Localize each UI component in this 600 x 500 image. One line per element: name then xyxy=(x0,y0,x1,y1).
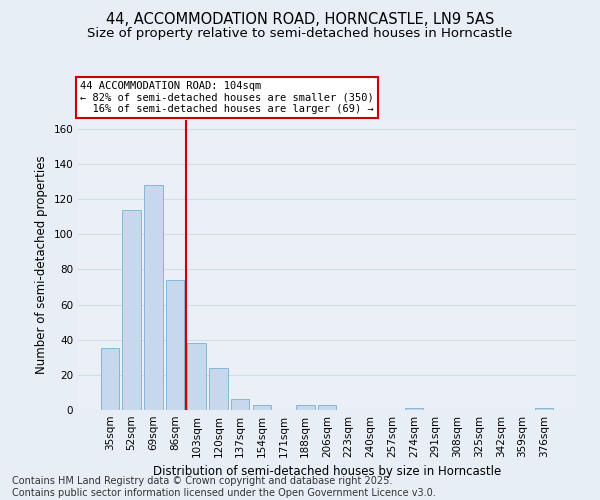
Bar xyxy=(231,400,250,410)
Bar xyxy=(166,280,184,410)
Bar xyxy=(535,408,553,410)
Bar xyxy=(187,343,206,410)
Text: Size of property relative to semi-detached houses in Horncastle: Size of property relative to semi-detach… xyxy=(88,28,512,40)
Y-axis label: Number of semi-detached properties: Number of semi-detached properties xyxy=(35,156,48,374)
Bar xyxy=(122,210,141,410)
Text: 44 ACCOMMODATION ROAD: 104sqm
← 82% of semi-detached houses are smaller (350)
  : 44 ACCOMMODATION ROAD: 104sqm ← 82% of s… xyxy=(80,81,374,114)
Bar xyxy=(318,404,336,410)
X-axis label: Distribution of semi-detached houses by size in Horncastle: Distribution of semi-detached houses by … xyxy=(153,466,501,478)
Bar xyxy=(404,408,423,410)
Bar xyxy=(209,368,227,410)
Text: Contains HM Land Registry data © Crown copyright and database right 2025.
Contai: Contains HM Land Registry data © Crown c… xyxy=(12,476,436,498)
Bar xyxy=(101,348,119,410)
Bar xyxy=(296,404,314,410)
Text: 44, ACCOMMODATION ROAD, HORNCASTLE, LN9 5AS: 44, ACCOMMODATION ROAD, HORNCASTLE, LN9 … xyxy=(106,12,494,28)
Bar xyxy=(144,185,163,410)
Bar xyxy=(253,404,271,410)
